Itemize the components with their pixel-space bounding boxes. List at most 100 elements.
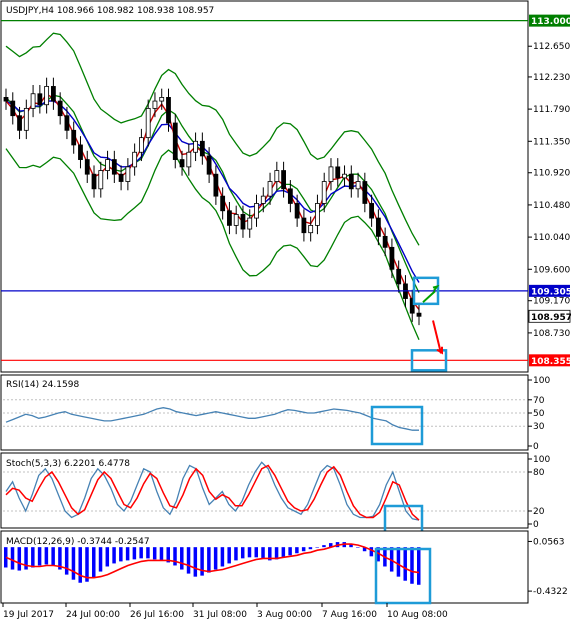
macd-bar — [288, 547, 292, 556]
candle-body — [328, 166, 334, 182]
candle-body — [213, 173, 219, 197]
candle-body — [98, 170, 104, 190]
macd-bar — [10, 547, 15, 570]
candle-body — [409, 298, 415, 314]
macd-bar — [369, 547, 374, 557]
macd-bar — [17, 547, 22, 571]
candle-body — [240, 214, 246, 230]
macd-bar — [200, 547, 204, 576]
candle-body — [315, 203, 320, 226]
macd-panel-title: MACD(12,26,9) -0.3744 -0.2547 — [6, 537, 150, 547]
current-price-label: 108.957 — [531, 313, 571, 323]
candle-body — [10, 100, 16, 117]
macd-bar — [234, 547, 238, 561]
current-price-tag — [528, 309, 571, 323]
candle-body — [260, 195, 266, 204]
macd-bar — [308, 547, 313, 550]
candle-body — [84, 159, 90, 175]
candle-body — [254, 203, 259, 219]
candle-body — [145, 107, 151, 139]
macd-bar — [268, 547, 272, 561]
price-panel-title: USDJPY,H4 108.966 108.982 108.938 108.95… — [6, 6, 214, 16]
price-axis-label: 111.350 — [533, 137, 570, 147]
candle-body — [308, 224, 314, 234]
time-axis-label: 26 Jul 16:00 — [130, 610, 184, 620]
level-price-label: 109.305 — [531, 287, 571, 297]
candle-body — [389, 246, 395, 270]
osc-axis-label: 80 — [533, 468, 545, 478]
candle-body — [71, 129, 77, 146]
macd-bar — [180, 547, 184, 570]
macd-bar — [328, 543, 333, 548]
price-axis-label: 109.170 — [533, 297, 570, 307]
macd-bar — [37, 547, 42, 566]
macd-bar — [213, 547, 218, 570]
candle-body — [125, 166, 131, 182]
macd-bar — [105, 547, 110, 567]
candle-body — [416, 312, 422, 317]
candle-body — [57, 100, 63, 117]
macd-bar — [403, 547, 407, 581]
arrow-up-icon — [422, 290, 436, 303]
candle-body — [375, 217, 381, 237]
osc-axis-label: 30 — [533, 422, 545, 432]
price-axis-label: 111.790 — [533, 105, 570, 115]
macd-bar — [119, 547, 123, 562]
candle-body — [382, 235, 388, 248]
macd-bar — [362, 547, 367, 552]
macd-bar — [58, 547, 62, 570]
annotation-box-lower — [410, 349, 448, 372]
macd-bar — [166, 547, 170, 563]
macd-bar — [315, 547, 319, 548]
candle-body — [172, 122, 178, 160]
arrow-up-head-icon — [432, 284, 440, 292]
candle-body — [287, 188, 293, 204]
macd-bar — [207, 547, 211, 573]
price-axis-label: 110.480 — [533, 201, 570, 211]
macd-bar — [98, 547, 103, 572]
macd-bar — [261, 547, 265, 559]
macd-bar — [173, 547, 177, 566]
level-price-tag — [529, 14, 570, 27]
macd-bar — [44, 547, 49, 565]
macd-bar — [24, 547, 28, 570]
candle-body — [247, 217, 253, 230]
time-axis-label: 10 Aug 08:00 — [387, 610, 448, 620]
candle-body — [30, 93, 36, 109]
macd-bar — [356, 547, 360, 548]
candle-body — [50, 86, 56, 102]
macd-bar — [295, 547, 299, 554]
macd-bar — [112, 547, 116, 564]
macd-bar — [410, 547, 414, 584]
level-price-label: 108.355 — [531, 357, 571, 367]
macd-bar — [71, 547, 76, 580]
time-axis-label: 19 Jul 2017 — [3, 610, 54, 620]
candle-body — [274, 170, 280, 182]
osc-axis-label: 100 — [533, 455, 550, 465]
candle-body — [193, 140, 198, 153]
price-axis-label: 108.730 — [533, 329, 570, 339]
candle-body — [64, 115, 70, 131]
candle-body — [301, 217, 307, 234]
price-axis-label: 110.040 — [533, 233, 570, 243]
candle-body — [166, 97, 171, 124]
annotation-box-upper — [412, 276, 440, 306]
macd-bar — [85, 547, 89, 582]
time-axis-label: 7 Aug 16:00 — [322, 610, 377, 620]
macd-bar — [193, 547, 198, 577]
rsi-panel-title: RSI(14) 24.1598 — [6, 380, 79, 390]
macd-bar — [146, 547, 150, 559]
price-panel — [0, 0, 529, 373]
candle-body — [335, 166, 341, 179]
candle-body — [17, 115, 22, 131]
candle-body — [152, 100, 158, 109]
macd-bar — [322, 545, 326, 548]
time-axis-label: 3 Aug 00:00 — [257, 610, 312, 620]
candle-body — [233, 214, 239, 226]
macd-bar — [281, 547, 286, 558]
macd-bar — [132, 547, 137, 560]
candle-body — [132, 151, 138, 168]
macd-bar — [159, 547, 164, 561]
candle-body — [206, 155, 212, 175]
osc-axis-label: 0 — [533, 520, 539, 530]
